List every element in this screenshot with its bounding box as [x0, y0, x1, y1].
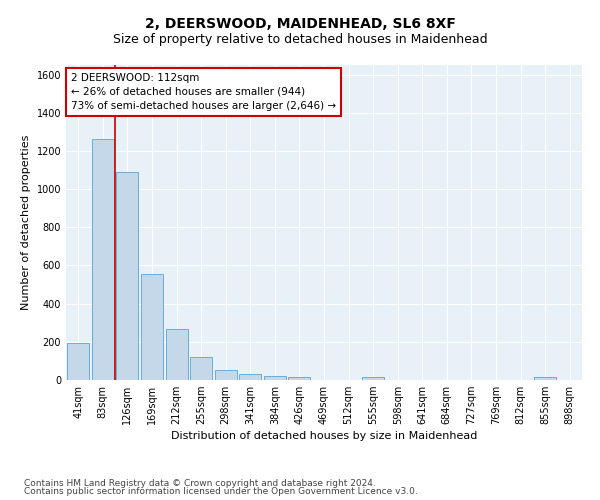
Bar: [92, 138, 114, 380]
Bar: [67, 343, 89, 380]
Text: Contains HM Land Registry data © Crown copyright and database right 2024.: Contains HM Land Registry data © Crown c…: [24, 478, 376, 488]
Bar: [239, 374, 262, 380]
Bar: [190, 357, 212, 380]
Bar: [362, 377, 384, 380]
Text: 2 DEERSWOOD: 112sqm
← 26% of detached houses are smaller (944)
73% of semi-detac: 2 DEERSWOOD: 112sqm ← 26% of detached ho…: [71, 73, 336, 111]
Y-axis label: Number of detached properties: Number of detached properties: [21, 135, 31, 310]
Text: 2, DEERSWOOD, MAIDENHEAD, SL6 8XF: 2, DEERSWOOD, MAIDENHEAD, SL6 8XF: [145, 18, 455, 32]
Bar: [289, 377, 310, 380]
Bar: [215, 370, 237, 380]
Bar: [534, 377, 556, 380]
Bar: [166, 330, 188, 380]
Bar: [141, 274, 163, 380]
Text: Size of property relative to detached houses in Maidenhead: Size of property relative to detached ho…: [113, 32, 487, 46]
Bar: [116, 172, 139, 380]
Text: Contains public sector information licensed under the Open Government Licence v3: Contains public sector information licen…: [24, 487, 418, 496]
X-axis label: Distribution of detached houses by size in Maidenhead: Distribution of detached houses by size …: [171, 432, 477, 442]
Bar: [264, 376, 286, 380]
